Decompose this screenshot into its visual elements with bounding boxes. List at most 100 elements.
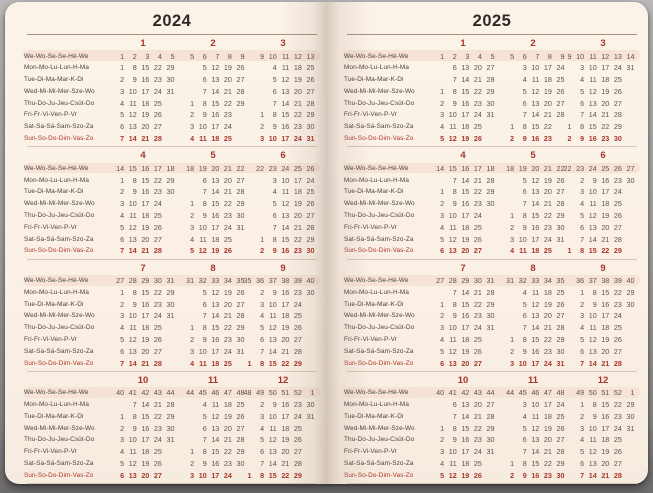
day-cell: 30 [486, 199, 495, 209]
block-divider-rule [27, 483, 317, 485]
day-cell: 27 [153, 470, 162, 480]
day-cell: 16 [588, 134, 597, 144]
day-label: Thu-Do-Ju-Jeu-Csüt-Do [24, 211, 95, 219]
week-number-cell: 25 [293, 163, 302, 173]
day-cell [433, 411, 446, 423]
day-cell: 28 [486, 75, 495, 85]
day-cell [303, 358, 316, 370]
day-label-column: We-Wo-Se-Se-Hé-We Mon-Mo-Lu-Lun-H-Ma Tue-D… [344, 262, 430, 370]
day-cell: 12 [588, 210, 597, 220]
day-cell: 31 [166, 311, 175, 321]
day-cell: 8 [452, 423, 457, 433]
day-cell: 24 [293, 299, 302, 309]
day-cell: 23 [223, 335, 232, 345]
day-cell: 1 [580, 400, 585, 410]
day-cell: 12 [448, 234, 457, 244]
week-number-cell: 29 [461, 276, 470, 286]
day-cell [623, 446, 636, 458]
day-cell: 25 [153, 323, 162, 333]
day-numbers-row: 4 11 18 25 [180, 234, 250, 246]
day-cell: 27 [613, 98, 622, 108]
week-number-cell: 10 [268, 51, 277, 61]
day-cell: 24 [613, 423, 622, 433]
day-cell [253, 86, 266, 98]
quarter-grid: We-Wo-Se-Se-Hé-We Mon-Mo-Lu-Lun-H-Ma Tue-D… [344, 262, 640, 370]
week-number-cell: 22 [236, 163, 245, 173]
month-block: 7 27 28 29 30 31 7 14 21 28 1 8 15 22 29 2 9 16 23 30 3 10 17 2… [430, 262, 500, 370]
day-cell: 22 [601, 122, 610, 132]
day-cell: 17 [461, 447, 470, 457]
day-cell: 3 [440, 323, 445, 333]
day-label: Wed-Mi-Mi-Mer-Sze-Wo [344, 312, 415, 320]
day-cell: 9 [132, 187, 137, 197]
day-numbers-row: 1 8 15 22 29 [430, 186, 500, 198]
day-numbers-row: 4 11 18 25 [430, 458, 500, 470]
day-cell [233, 245, 246, 257]
day-cell: 21 [281, 459, 290, 469]
day-cell: 3 [510, 234, 515, 244]
day-cell: 1 [510, 335, 515, 345]
day-cell: 30 [166, 75, 175, 85]
month-block: 6 22 23 24 25 26 27 2 9 16 23 30 3 10 17 24 4 11 18 25 5 12 19… [564, 149, 640, 257]
week-number-cell: 27 [436, 276, 445, 286]
day-cell: 25 [473, 335, 482, 345]
day-cell: 14 [588, 234, 597, 244]
day-label: Wed-Mi-Mi-Mer-Sze-Wo [24, 200, 95, 208]
day-cell [253, 175, 266, 187]
day-cell: 10 [281, 175, 290, 185]
day-cell: 19 [461, 234, 470, 244]
day-cell: 22 [281, 358, 290, 368]
day-cell: 23 [613, 411, 622, 421]
day-cell: 21 [601, 358, 610, 368]
day-cell: 11 [449, 335, 457, 345]
day-cell [623, 234, 636, 246]
day-cell [183, 86, 196, 98]
day-numbers-row: 6 13 20 27 [430, 399, 500, 411]
day-label: Fri-Fr-Vi-Ven-P-Vr [24, 223, 77, 231]
day-label: Mon-Mo-Lu-Lun-H-Ma [24, 176, 90, 184]
week-number-cell: 33 [211, 276, 220, 286]
day-cell: 15 [141, 63, 150, 73]
day-cell: 16 [141, 423, 150, 433]
day-cell [503, 86, 516, 98]
day-cell: 11 [211, 400, 220, 410]
day-label-column: We-Wo-Se-Se-Hé-We Mon-Mo-Lu-Lun-H-Ma Tue-D… [344, 37, 430, 145]
day-numbers-row: 4 11 18 25 [250, 310, 320, 322]
day-cell: 30 [306, 287, 315, 297]
day-cell: 7 [452, 175, 457, 185]
day-label: Thu-Do-Ju-Jeu-Csüt-Do [344, 99, 415, 107]
day-numbers-row: 7 14 21 28 [430, 287, 500, 299]
day-cell: 2 [580, 175, 585, 185]
day-cell: 7 [580, 358, 585, 368]
day-cell: 28 [613, 470, 622, 480]
week-number-cell: 49 [256, 388, 265, 398]
day-cell: 14 [128, 246, 137, 256]
quarter-block: We-Wo-Se-Se-Hé-We Mon-Mo-Lu-Lun-H-Ma Tue-D… [343, 149, 640, 257]
day-cell [163, 346, 176, 358]
day-cell: 10 [531, 63, 540, 73]
day-cell: 14 [211, 435, 220, 445]
day-cell: 29 [486, 187, 495, 197]
week-number-cell: 48 [236, 388, 245, 398]
week-number-cell: 30 [153, 276, 162, 286]
day-cell: 17 [601, 187, 610, 197]
day-cell: 28 [556, 199, 565, 209]
day-cell [433, 62, 446, 74]
week-number-cell: 23 [576, 163, 585, 173]
day-cell: 2 [440, 199, 445, 209]
day-cell: 2 [120, 423, 125, 433]
day-cell: 16 [531, 134, 540, 144]
day-cell: 7 [452, 287, 457, 297]
week-number-cell: 5 [490, 51, 495, 61]
label-header-spacer [344, 37, 430, 51]
day-cell [163, 210, 176, 222]
day-cell: 21 [293, 98, 302, 108]
day-cell: 2 [190, 335, 195, 345]
day-cell: 10 [198, 470, 207, 480]
day-cell [240, 458, 253, 470]
day-cell: 7 [202, 311, 207, 321]
week-number-cell: 14 [626, 51, 635, 61]
week-number-cell: 38 [601, 276, 610, 286]
day-cell: 6 [120, 346, 125, 356]
